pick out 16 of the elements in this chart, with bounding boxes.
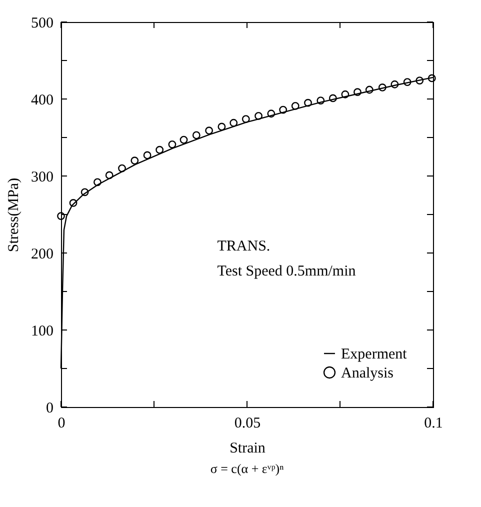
y-tick-label: 200: [31, 246, 54, 262]
annotation: Test Speed 0.5mm/min: [217, 263, 356, 280]
legend-label: Experment: [341, 346, 408, 362]
x-tick-label: 0.1: [424, 416, 443, 432]
y-tick-label: 0: [46, 400, 54, 416]
legend-label: Analysis: [341, 366, 394, 382]
y-tick-label: 400: [31, 92, 54, 108]
y-axis-title: Stress(MPa): [6, 178, 22, 252]
x-tick-label: 0: [58, 416, 66, 432]
x-axis-title: Strain: [230, 440, 266, 456]
text: σ = c(α + εᵛᵖ)ⁿ: [210, 461, 284, 476]
annotation: TRANS.: [217, 238, 270, 254]
y-tick-label: 500: [31, 16, 54, 32]
y-tick-label: 100: [31, 324, 54, 340]
y-tick-label: 300: [31, 170, 54, 186]
x-tick-label: 0.05: [234, 416, 261, 432]
